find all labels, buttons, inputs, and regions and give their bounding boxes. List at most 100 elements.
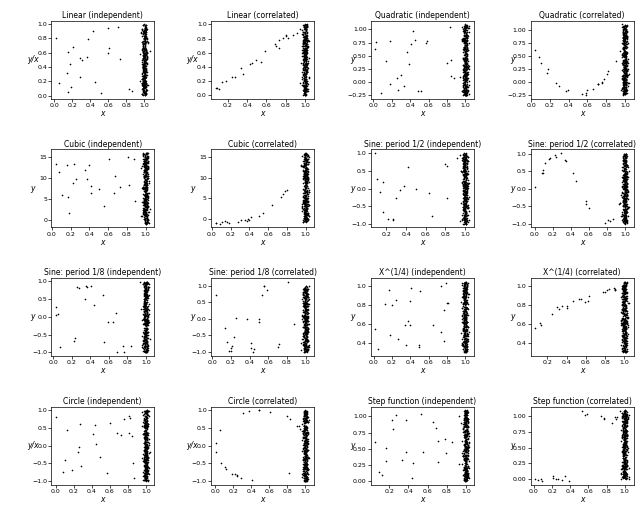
Point xyxy=(619,200,629,208)
Point xyxy=(464,24,474,32)
Point xyxy=(460,27,470,35)
Point xyxy=(303,428,313,437)
Point xyxy=(617,447,627,455)
Point xyxy=(461,427,472,435)
Point xyxy=(460,330,470,339)
Point xyxy=(455,72,465,81)
Point xyxy=(616,469,626,477)
Point xyxy=(619,80,629,88)
Point xyxy=(461,32,471,40)
Point xyxy=(141,45,151,54)
Point xyxy=(616,308,627,317)
Point xyxy=(459,321,469,329)
Point xyxy=(603,215,613,224)
Point xyxy=(462,427,472,435)
Point xyxy=(301,452,311,460)
Point xyxy=(530,475,540,483)
Point xyxy=(621,307,631,316)
Point xyxy=(548,474,559,482)
Point xyxy=(458,196,468,205)
Point xyxy=(620,450,630,458)
Point xyxy=(299,206,309,214)
Point xyxy=(141,168,151,177)
Point xyxy=(300,188,310,196)
Point xyxy=(140,33,150,41)
Point xyxy=(140,320,150,329)
Point xyxy=(215,426,225,434)
Point xyxy=(142,282,152,291)
Point xyxy=(459,217,469,226)
Point xyxy=(141,409,151,417)
Point xyxy=(618,74,628,82)
Point xyxy=(620,78,630,86)
Point xyxy=(300,178,310,186)
Point xyxy=(300,307,310,315)
Point xyxy=(461,337,471,345)
Point xyxy=(300,160,310,169)
Point xyxy=(302,43,312,52)
Point xyxy=(461,342,472,350)
Point xyxy=(140,443,150,452)
Point xyxy=(621,158,631,166)
Point xyxy=(620,56,630,65)
Point xyxy=(460,69,470,78)
Point xyxy=(300,438,310,446)
Point xyxy=(616,341,626,349)
Point xyxy=(458,309,468,318)
Point xyxy=(461,432,471,441)
Point xyxy=(619,183,629,192)
Point xyxy=(139,311,149,319)
Point xyxy=(140,181,150,189)
Point xyxy=(620,158,630,167)
Point xyxy=(616,437,627,445)
Point xyxy=(460,70,470,79)
Point xyxy=(140,91,150,99)
Point xyxy=(620,461,630,469)
Point xyxy=(462,406,472,415)
Point xyxy=(618,63,628,71)
Point xyxy=(621,413,631,421)
Point xyxy=(299,167,309,175)
Point xyxy=(445,72,456,80)
Point xyxy=(618,466,628,475)
Point xyxy=(300,460,310,468)
Point xyxy=(460,210,470,219)
Point xyxy=(618,153,628,162)
Point xyxy=(301,194,311,202)
Point xyxy=(140,448,150,456)
Point xyxy=(620,407,630,415)
Point xyxy=(618,458,628,466)
Point xyxy=(298,30,308,38)
Point xyxy=(622,169,632,177)
Point xyxy=(299,194,309,203)
Point xyxy=(461,466,472,474)
Point xyxy=(458,340,468,348)
Point xyxy=(300,453,310,461)
Point xyxy=(618,29,628,37)
Point xyxy=(620,177,630,185)
Point xyxy=(140,81,150,90)
Point xyxy=(300,187,310,195)
Point xyxy=(139,211,149,219)
Point xyxy=(300,436,310,444)
Point xyxy=(300,176,310,184)
Point xyxy=(439,337,449,345)
Point xyxy=(428,321,438,329)
Point xyxy=(461,345,471,354)
Point xyxy=(298,23,308,31)
Point xyxy=(300,178,310,187)
Point xyxy=(301,171,312,179)
Point xyxy=(622,47,632,56)
Point xyxy=(458,325,468,333)
Point xyxy=(300,72,310,80)
Point xyxy=(621,459,631,467)
Point xyxy=(461,455,471,464)
Point xyxy=(300,409,310,417)
Point xyxy=(300,306,310,315)
Point xyxy=(139,305,149,314)
Point xyxy=(141,287,151,295)
Point xyxy=(458,289,468,297)
Point xyxy=(620,432,630,440)
Point xyxy=(621,154,631,163)
Point xyxy=(621,83,631,92)
